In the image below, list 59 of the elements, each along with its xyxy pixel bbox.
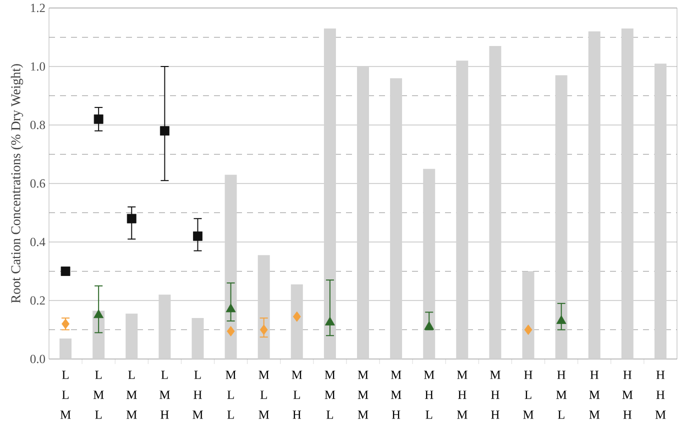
bar xyxy=(224,174,237,359)
y-tick-label: 0.0 xyxy=(30,354,46,364)
bar xyxy=(654,64,666,359)
x-tick-label: M M M xyxy=(358,370,368,419)
x-tick-label: H M M xyxy=(589,370,600,419)
point xyxy=(226,304,236,312)
point xyxy=(94,309,104,318)
point xyxy=(292,311,301,322)
x-tick-label: M L H xyxy=(292,370,302,419)
x-tick-label: L L M xyxy=(60,370,71,419)
x-tick-label: L M L xyxy=(93,370,104,419)
bar xyxy=(588,31,600,359)
y-tick-label: 0.2 xyxy=(30,296,45,305)
x-tick-label: M H L xyxy=(424,370,434,419)
y-axis-title: Root Cation Concentrations (% Dry Weight) xyxy=(10,64,24,304)
point xyxy=(324,316,335,326)
point xyxy=(226,326,235,336)
y-tick-label: 0.8 xyxy=(30,120,46,130)
bar xyxy=(60,338,72,359)
point xyxy=(556,315,566,324)
x-tick-label: H L M xyxy=(523,370,534,419)
x-tick-label: H M L xyxy=(556,370,567,419)
bar xyxy=(324,28,336,359)
x-tick-label: M H M xyxy=(457,370,468,419)
x-tick-label: M L M xyxy=(258,370,270,419)
y-tick-label: 0.6 xyxy=(30,179,46,188)
x-tick-label: M M H xyxy=(390,370,402,419)
point xyxy=(260,324,268,335)
point xyxy=(160,126,170,136)
bar xyxy=(456,60,468,359)
point xyxy=(193,231,202,241)
bar xyxy=(621,28,634,359)
bar xyxy=(390,78,402,359)
x-tick-label: M M L xyxy=(324,370,336,419)
x-tick-label: M H H xyxy=(490,370,500,419)
bar xyxy=(489,46,502,359)
point xyxy=(60,266,70,276)
bar xyxy=(555,75,568,359)
y-tick-label: 0.4 xyxy=(30,238,46,246)
bar xyxy=(357,66,370,359)
bar xyxy=(192,318,204,359)
point xyxy=(126,214,136,224)
point xyxy=(524,324,532,335)
point xyxy=(424,321,434,330)
x-tick-label: L H M xyxy=(192,370,203,419)
bar xyxy=(423,168,436,359)
y-tick-label: 1.2 xyxy=(31,4,45,12)
bar xyxy=(158,294,171,359)
x-tick-label: L M M xyxy=(126,370,137,419)
bar xyxy=(258,255,270,359)
y-tick-label: 1.0 xyxy=(31,62,46,71)
point xyxy=(94,114,104,124)
bar xyxy=(126,314,138,359)
x-tick-label: H M H xyxy=(622,370,633,419)
x-tick-label: L M H xyxy=(160,370,170,419)
x-tick-label: H H M xyxy=(655,370,666,419)
x-tick-label: M L L xyxy=(226,370,236,419)
bar xyxy=(522,271,534,359)
bar xyxy=(290,284,303,359)
